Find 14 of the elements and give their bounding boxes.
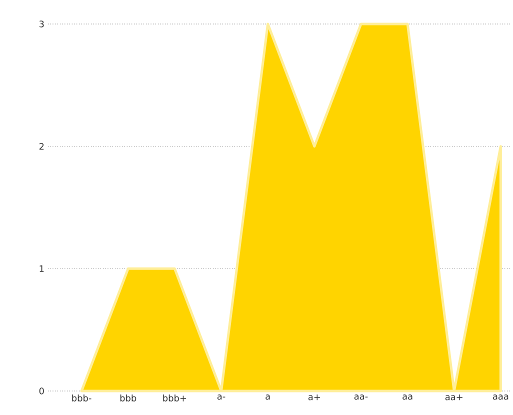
x-tick-label: bbb [120,394,136,402]
x-tick-label: a+ [308,394,320,400]
x-tick-label: bbb+ [163,394,186,402]
x-tick-label: aa+ [445,394,462,400]
y-tick-label: 0 [39,388,44,394]
x-tick-label: a [266,394,270,400]
y-tick-label: 2 [39,143,44,150]
x-tick-label: bbb- [72,394,92,402]
x-tick-label: aaa [492,394,508,400]
x-tick-label: aa- [354,394,368,400]
y-tick-label: 1 [40,265,44,272]
x-tick-label: a- [217,394,226,400]
x-tick-label: aa [402,394,412,400]
y-tick-label: 3 [39,20,44,28]
